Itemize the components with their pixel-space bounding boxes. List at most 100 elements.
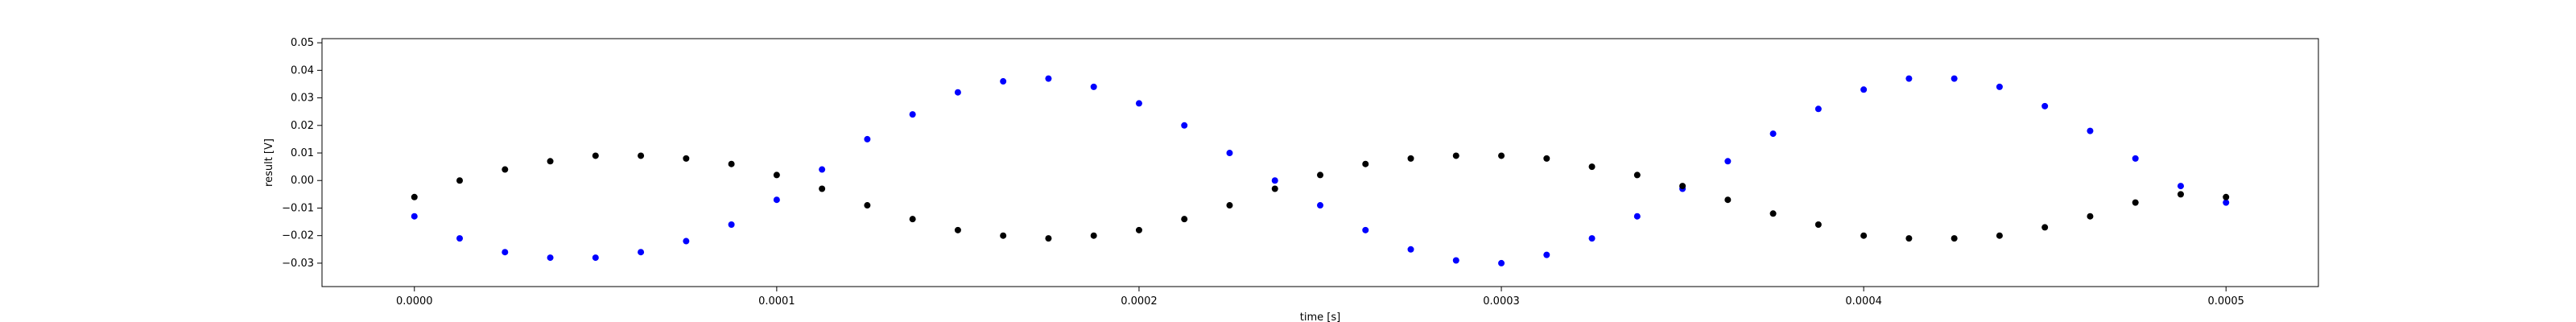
data-point: [2087, 127, 2094, 134]
data-point: [502, 166, 509, 173]
data-point: [1362, 226, 1369, 233]
series-layer: [411, 75, 2230, 266]
data-point: [1996, 83, 2003, 90]
data-point: [1814, 221, 1822, 228]
data-point: [1452, 257, 1459, 264]
data-point: [1317, 171, 1323, 179]
data-point: [547, 158, 554, 165]
data-point: [1905, 235, 1913, 242]
data-point: [1996, 232, 2003, 239]
data-point: [1588, 163, 1596, 171]
data-point: [1724, 158, 1732, 165]
data-point: [1724, 196, 1732, 204]
data-point: [1769, 210, 1777, 217]
data-point: [2223, 199, 2230, 206]
data-point: [1135, 100, 1142, 107]
data-point: [456, 235, 464, 242]
data-point: [909, 216, 916, 223]
data-point: [1498, 152, 1505, 159]
data-point: [1317, 202, 1323, 209]
y-tick-label: −0.02: [282, 230, 314, 242]
x-tick-label: 0.0003: [1483, 295, 1520, 308]
data-point: [1362, 160, 1369, 167]
series-1: [411, 152, 2230, 242]
data-point: [1226, 150, 1233, 157]
data-point: [1543, 251, 1550, 258]
data-point: [2223, 193, 2230, 200]
plot-frame: [321, 38, 2319, 287]
data-point: [909, 111, 916, 118]
data-point: [1000, 232, 1007, 239]
data-point: [1090, 83, 1097, 90]
data-point: [456, 177, 464, 184]
data-point: [1679, 183, 1686, 190]
data-point: [1271, 177, 1278, 184]
y-axis-label: result [V]: [263, 138, 275, 187]
data-point: [1814, 105, 1822, 113]
x-axis-label: time [s]: [1300, 312, 1340, 322]
data-point: [1135, 226, 1142, 233]
data-point: [2177, 191, 2184, 198]
y-tick-label: 0.05: [291, 37, 314, 49]
data-point: [1633, 171, 1641, 179]
data-point: [411, 213, 418, 220]
data-point: [1000, 78, 1007, 85]
data-point: [2177, 183, 2184, 190]
y-tick-label: 0.03: [291, 93, 314, 105]
data-point: [1090, 232, 1097, 239]
data-point: [773, 171, 780, 179]
data-point: [1407, 246, 1414, 253]
data-point: [502, 249, 509, 256]
data-point: [638, 249, 645, 256]
data-point: [1045, 235, 1052, 242]
x-tick-label: 0.0002: [1121, 295, 1158, 308]
data-point: [954, 226, 961, 233]
data-point: [773, 196, 780, 204]
data-point: [2087, 213, 2094, 220]
data-point: [1045, 75, 1052, 82]
data-point: [683, 155, 690, 162]
x-tick-label: 0.0005: [2207, 295, 2244, 308]
data-point: [683, 237, 690, 245]
data-point: [819, 166, 826, 173]
y-tick-label: 0.02: [291, 120, 314, 132]
y-tick-label: 0.01: [291, 147, 314, 159]
data-point: [864, 135, 871, 142]
y-tick-label: −0.03: [282, 258, 314, 270]
data-point: [1951, 235, 1958, 242]
data-point: [1769, 130, 1777, 138]
data-point: [1951, 75, 1958, 82]
data-point: [1588, 235, 1596, 242]
data-point: [2041, 102, 2049, 109]
data-point: [1860, 232, 1868, 239]
y-tick-label: 0.04: [291, 64, 314, 76]
x-tick-label: 0.0001: [758, 295, 795, 308]
data-point: [864, 202, 871, 209]
data-point: [411, 193, 418, 200]
data-point: [2041, 224, 2049, 231]
data-point: [1543, 155, 1550, 162]
data-point: [1633, 213, 1641, 220]
data-point: [547, 254, 554, 262]
y-tick-label: −0.01: [282, 202, 314, 214]
data-point: [1226, 202, 1233, 209]
data-point: [1181, 216, 1188, 223]
data-point: [819, 185, 826, 192]
data-point: [592, 152, 599, 159]
x-tick-label: 0.0000: [396, 295, 433, 308]
data-point: [954, 89, 961, 96]
data-point: [1452, 152, 1459, 159]
data-point: [592, 254, 599, 262]
data-point: [1271, 185, 1278, 192]
data-point: [638, 152, 645, 159]
ticks-layer: 0.0000 0.0001 0.0002 0.0003 0.0004 0.0005 −0.0…: [282, 37, 2244, 308]
data-point: [728, 160, 735, 167]
data-point: [2132, 199, 2139, 206]
data-point: [1498, 259, 1505, 266]
data-point: [728, 221, 735, 228]
data-point: [1407, 155, 1414, 162]
data-point: [1860, 86, 1868, 93]
y-tick-label: 0.00: [291, 175, 314, 187]
data-point: [2132, 155, 2139, 162]
